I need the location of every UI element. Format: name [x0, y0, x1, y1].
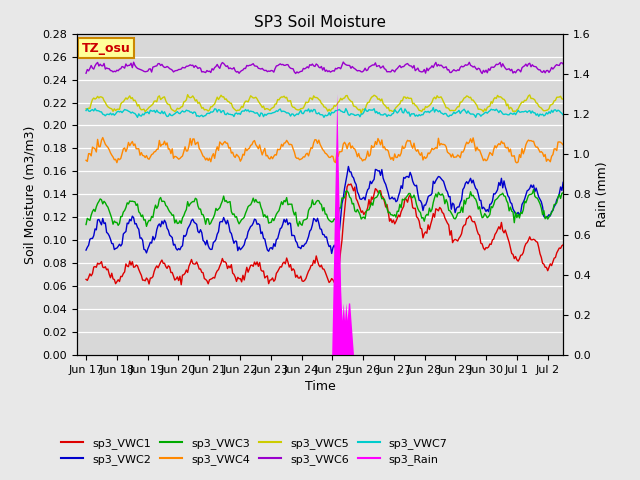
X-axis label: Time: Time: [305, 381, 335, 394]
Y-axis label: Rain (mm): Rain (mm): [596, 162, 609, 227]
Legend: sp3_VWC1, sp3_VWC2, sp3_VWC3, sp3_VWC4, sp3_VWC5, sp3_VWC6, sp3_VWC7, sp3_Rain: sp3_VWC1, sp3_VWC2, sp3_VWC3, sp3_VWC4, …: [57, 433, 452, 469]
Y-axis label: Soil Moisture (m3/m3): Soil Moisture (m3/m3): [24, 125, 36, 264]
Text: TZ_osu: TZ_osu: [82, 42, 131, 55]
Title: SP3 Soil Moisture: SP3 Soil Moisture: [254, 15, 386, 30]
